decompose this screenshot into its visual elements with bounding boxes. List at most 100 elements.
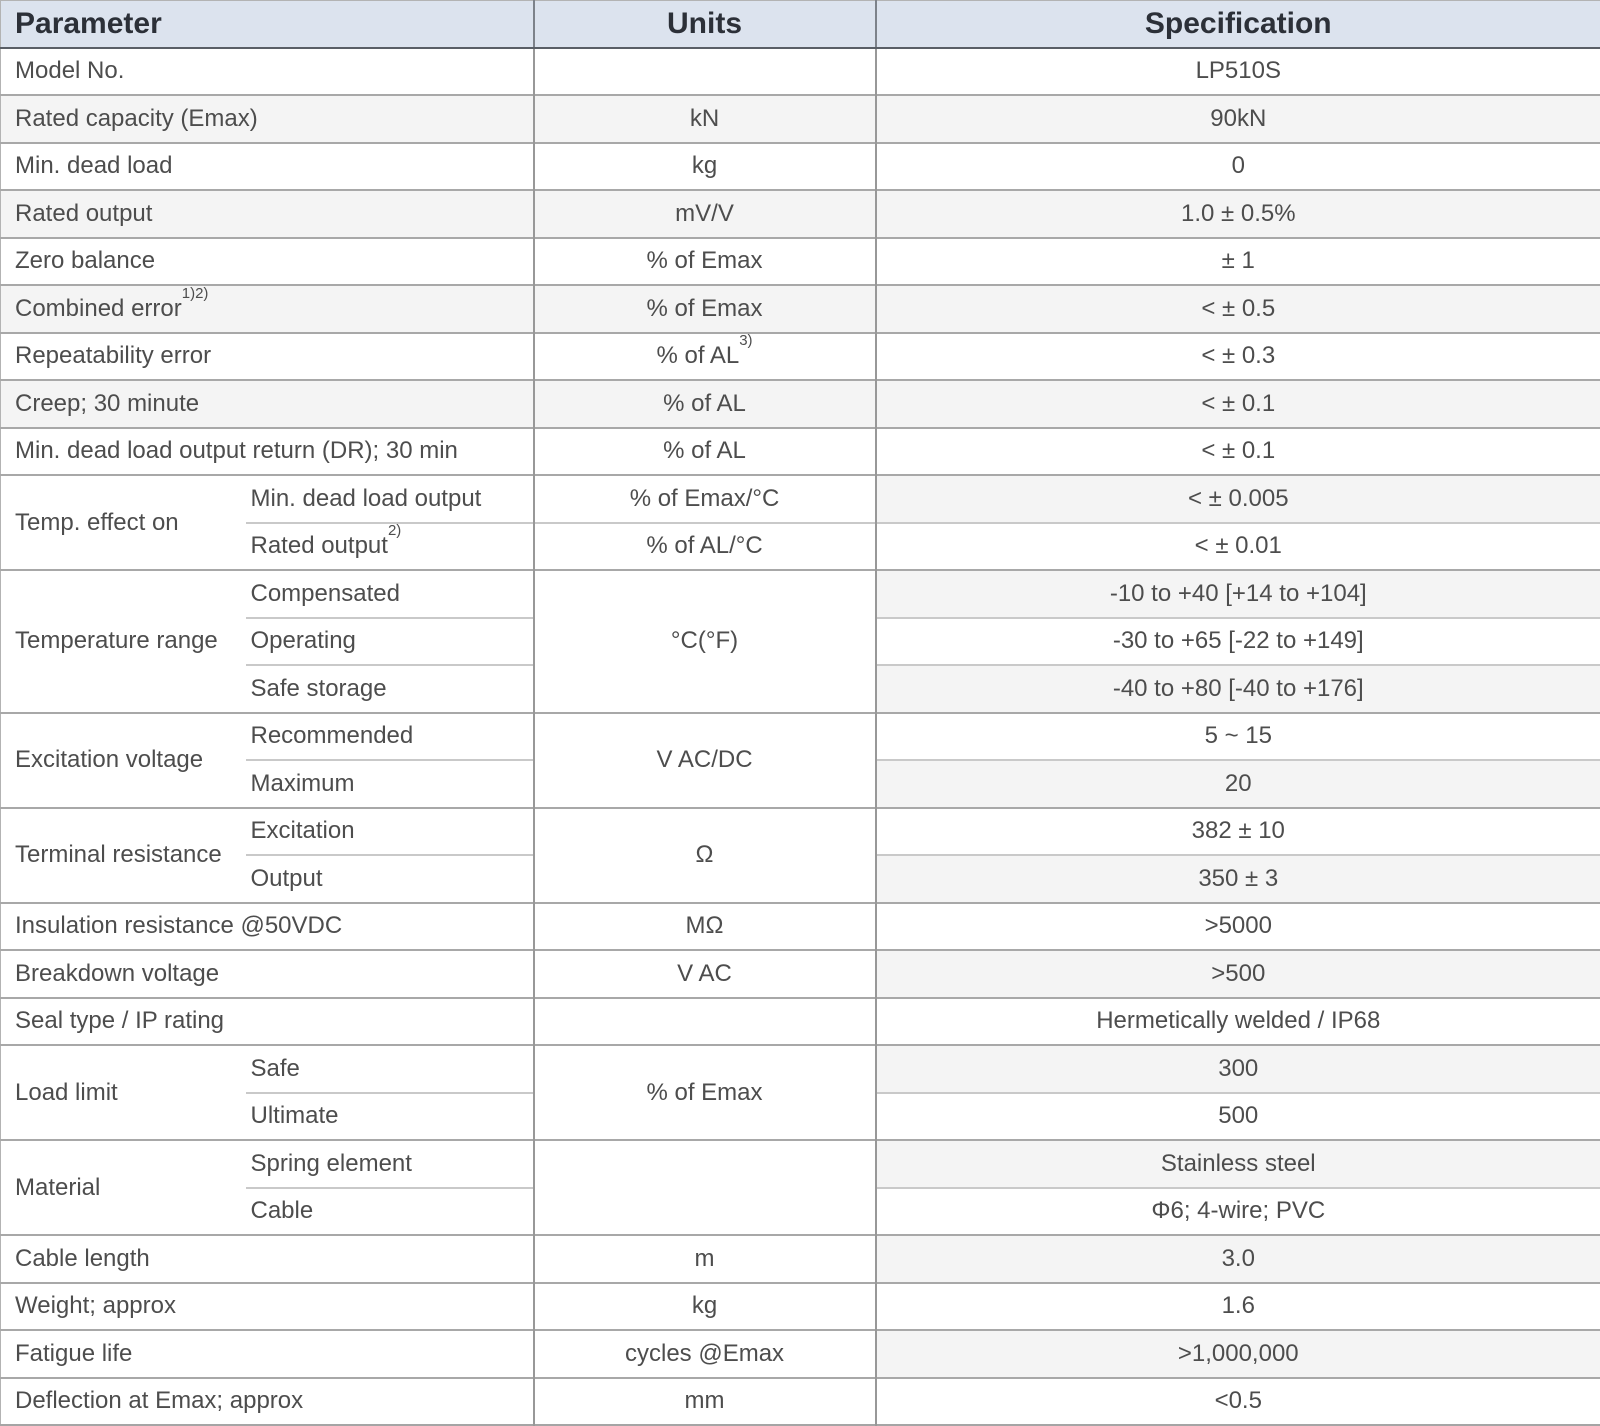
row-fatigue-life: Fatigue life cycles @Emax >1,000,000 <box>0 1329 1600 1378</box>
row-terminal-output: Output 350 ± 3 <box>1 854 1600 903</box>
temp-range-safe-storage-sub: Safe storage <box>245 664 534 713</box>
row-creep: Creep; 30 minute % of AL < ± 0.1 <box>0 379 1600 428</box>
row-material-spring-element: Material Spring element Stainless steel <box>0 1139 1600 1235</box>
insulation-resistance-spec: >5000 <box>875 901 1600 950</box>
row-weight: Weight; approx kg 1.6 <box>0 1281 1600 1330</box>
row-zero-balance: Zero balance % of Emax ± 1 <box>0 236 1600 285</box>
rated-capacity-spec: 90kN <box>875 94 1600 143</box>
row-excitation-recommended: Excitation voltage Recommended V AC/DC 5… <box>0 711 1600 808</box>
seal-type-spec: Hermetically welded / IP68 <box>875 996 1600 1045</box>
model-no-parameter: Model No. <box>15 57 125 85</box>
row-material-cable: Cable Φ6; 4-wire; PVC <box>1 1186 1600 1235</box>
row-rated-output: Rated output mV/V 1.0 ± 0.5% <box>0 189 1600 238</box>
deflection-parameter: Deflection at Emax; approx <box>0 1376 534 1425</box>
terminal-resistance-group-label: Terminal resistance <box>0 806 246 903</box>
temp-range-safe-storage-spec: -40 to +80 [-40 to +176] <box>875 664 1600 713</box>
rated-output-units: mV/V <box>532 189 877 238</box>
seal-type-units <box>532 996 877 1045</box>
temp-range-compensated-spec: -10 to +40 [+14 to +104] <box>875 569 1600 618</box>
terminal-resistance-units: Ω <box>532 806 877 903</box>
temp-range-group-label: Temperature range <box>0 569 246 713</box>
load-limit-ultimate-sub: Ultimate <box>245 1091 534 1140</box>
temp-effect-rated-output-spec: < ± 0.01 <box>875 521 1600 570</box>
dead-load-output-return-parameter: Min. dead load output return (DR); 30 mi… <box>0 426 534 475</box>
deflection-units: mm <box>532 1376 877 1425</box>
material-cable-spec: Φ6; 4-wire; PVC <box>875 1186 1600 1235</box>
row-breakdown-voltage: Breakdown voltage V AC >500 <box>0 949 1600 998</box>
combined-error-spec: < ± 0.5 <box>875 284 1600 333</box>
repeatability-error-parameter: Repeatability error <box>0 331 534 380</box>
rated-output-spec: 1.0 ± 0.5% <box>875 189 1600 238</box>
weight-units: kg <box>532 1281 877 1330</box>
material-cable-sub: Cable <box>245 1186 534 1235</box>
column-header-specification: Specification <box>875 0 1600 49</box>
row-temp-effect-rated-output: Rated output2) % of AL/°C < ± 0.01 <box>1 521 1600 570</box>
temp-effect-rated-output-footnote-marker: 2) <box>387 522 402 540</box>
temp-effect-min-dead-load-output-spec: < ± 0.005 <box>875 474 1600 523</box>
fatigue-life-units: cycles @Emax <box>532 1329 877 1378</box>
combined-error-units: % of Emax <box>532 284 877 333</box>
combined-error-parameter: Combined error1)2) <box>0 284 534 333</box>
dead-load-output-return-units: % of AL <box>532 426 877 475</box>
dead-load-output-return-spec: < ± 0.1 <box>875 426 1600 475</box>
terminal-excitation-spec: 382 ± 10 <box>875 806 1600 855</box>
row-insulation-resistance: Insulation resistance @50VDC MΩ >5000 <box>0 901 1600 950</box>
zero-balance-units: % of Emax <box>532 236 877 285</box>
deflection-spec: <0.5 <box>875 1376 1600 1425</box>
row-min-dead-load: Min. dead load kg 0 <box>0 141 1600 190</box>
row-deflection: Deflection at Emax; approx mm <0.5 <box>0 1376 1600 1425</box>
load-limit-ultimate-spec: 500 <box>875 1091 1600 1140</box>
cable-length-spec: 3.0 <box>875 1234 1600 1283</box>
rated-capacity-units: kN <box>532 94 877 143</box>
fatigue-life-parameter: Fatigue life <box>0 1329 534 1378</box>
material-spring-element-spec: Stainless steel <box>875 1139 1600 1188</box>
excitation-recommended-spec: 5 ~ 15 <box>875 711 1600 760</box>
row-seal-type: Seal type / IP rating Hermetically welde… <box>0 996 1600 1045</box>
row-temp-range-safe-storage: Safe storage -40 to +80 [-40 to +176] <box>1 664 1600 713</box>
row-temp-range-operating: Operating -30 to +65 [-22 to +149] <box>1 616 1600 665</box>
repeatability-error-spec: < ± 0.3 <box>875 331 1600 380</box>
creep-spec: < ± 0.1 <box>875 379 1600 428</box>
zero-balance-spec: ± 1 <box>875 236 1600 285</box>
min-dead-load-units: kg <box>532 141 877 190</box>
excitation-voltage-group-label: Excitation voltage <box>0 711 246 808</box>
min-dead-load-parameter: Min. dead load <box>0 141 534 190</box>
row-model-no: Model No. LP510S <box>1 47 1600 95</box>
column-header-units: Units <box>532 0 877 49</box>
creep-parameter: Creep; 30 minute <box>0 379 534 428</box>
zero-balance-parameter: Zero balance <box>0 236 534 285</box>
temp-range-units: °C(°F) <box>532 569 877 713</box>
combined-error-footnote-marker: 1)2) <box>181 285 209 302</box>
load-limit-safe-spec: 300 <box>875 1044 1600 1093</box>
insulation-resistance-parameter: Insulation resistance @50VDC <box>0 901 534 950</box>
cable-length-units: m <box>532 1234 877 1283</box>
temp-range-operating-sub: Operating <box>245 616 534 665</box>
breakdown-voltage-units: V AC <box>532 949 877 998</box>
column-header-parameter: Parameter <box>0 0 534 49</box>
excitation-recommended-sub: Recommended <box>245 711 534 760</box>
row-load-limit-safe: Load limit Safe % of Emax 300 <box>0 1044 1600 1140</box>
insulation-resistance-units: MΩ <box>532 901 877 950</box>
weight-parameter: Weight; approx <box>0 1281 534 1330</box>
terminal-output-spec: 350 ± 3 <box>875 854 1600 903</box>
min-dead-load-spec: 0 <box>875 141 1600 190</box>
table-header: Parameter Units Specification <box>0 0 1600 49</box>
row-combined-error: Combined error1)2) % of Emax < ± 0.5 <box>0 284 1600 333</box>
cable-length-parameter: Cable length <box>0 1234 534 1283</box>
excitation-voltage-units: V AC/DC <box>532 711 877 808</box>
temp-effect-rated-output-sub: Rated output2) <box>245 521 534 570</box>
fatigue-life-spec: >1,000,000 <box>875 1329 1600 1378</box>
material-group-label: Material <box>0 1139 246 1235</box>
breakdown-voltage-spec: >500 <box>875 949 1600 998</box>
material-spring-element-sub: Spring element <box>245 1139 534 1188</box>
excitation-maximum-sub: Maximum <box>245 759 534 808</box>
model-no-units <box>532 47 877 95</box>
row-temp-effect-min-dead-load-output: Temp. effect on Min. dead load output % … <box>0 474 1600 570</box>
row-terminal-excitation: Terminal resistance Excitation Ω 382 ± 1… <box>0 806 1600 903</box>
temp-effect-min-dead-load-output-units: % of Emax/°C <box>532 474 877 523</box>
terminal-excitation-sub: Excitation <box>245 806 534 855</box>
temp-effect-rated-output-units: % of AL/°C <box>532 521 877 570</box>
seal-type-parameter: Seal type / IP rating <box>0 996 534 1045</box>
